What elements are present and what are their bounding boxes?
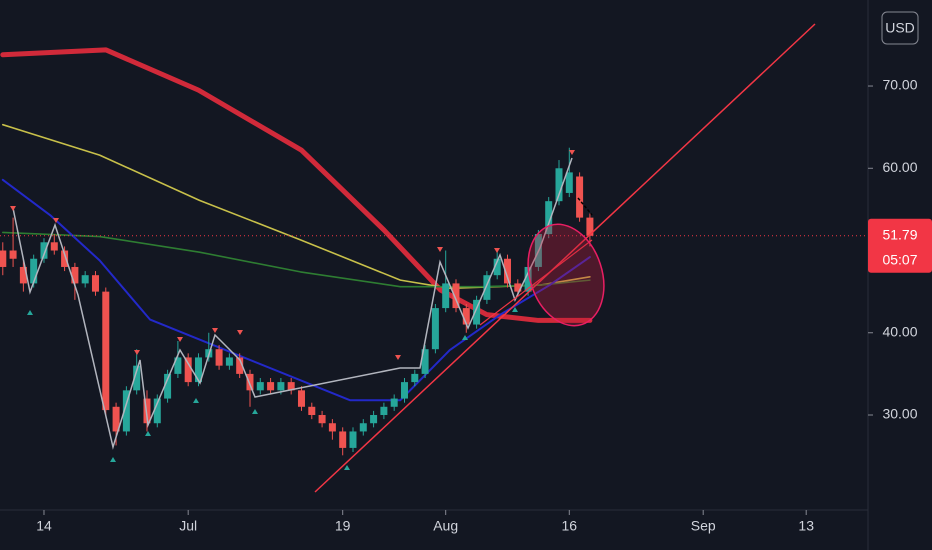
candle-body <box>431 308 439 350</box>
y-tick-label: 40.00 <box>882 323 917 339</box>
candle-body <box>421 349 429 374</box>
candle-body <box>287 382 295 391</box>
y-tick-label: 30.00 <box>882 406 917 422</box>
candle-body <box>153 398 161 424</box>
last-price: 51.79 <box>882 226 917 242</box>
candle-body <box>30 258 38 284</box>
x-tick-label: 16 <box>562 518 578 534</box>
candle-body <box>503 258 511 284</box>
candle-body <box>483 275 491 300</box>
candle-body <box>380 406 388 416</box>
candle-body <box>81 275 89 284</box>
candle-body <box>576 176 584 218</box>
x-tick-label: Sep <box>691 518 716 534</box>
candle-body <box>122 390 130 432</box>
candle-body <box>91 275 99 292</box>
candle-body <box>112 406 120 432</box>
x-tick-label: 14 <box>36 518 52 534</box>
candle-body <box>174 357 182 374</box>
candle-body <box>359 423 367 432</box>
candle-body <box>524 266 532 292</box>
candle-body <box>61 250 69 267</box>
candle-body <box>328 423 336 432</box>
candle-body <box>133 365 141 391</box>
candle-body <box>297 390 305 407</box>
candle-body <box>236 357 244 374</box>
currency[interactable]: USD <box>885 20 915 36</box>
candle-body <box>545 201 553 235</box>
y-tick-label: 70.00 <box>882 77 917 93</box>
dashed-line <box>577 197 593 216</box>
candle-body <box>9 250 17 259</box>
price-scale: 30.0040.0060.0070.0014Jul19Aug16Sep1353.… <box>36 77 932 534</box>
candle-body <box>19 266 27 284</box>
candle-body <box>164 373 172 399</box>
countdown: 05:07 <box>882 251 917 267</box>
candle-body <box>184 357 192 383</box>
candle-body <box>452 283 460 309</box>
candle-body <box>370 415 378 424</box>
highlight-ellipse <box>527 223 605 327</box>
trend-line <box>479 239 593 326</box>
candle-body <box>514 283 522 292</box>
moving-average <box>1 178 591 402</box>
trend-line <box>314 23 816 493</box>
candle-body <box>400 382 408 399</box>
candle-body <box>246 373 254 391</box>
x-tick-label: 13 <box>798 518 814 534</box>
candle-body <box>339 431 347 448</box>
candle-body <box>493 258 501 276</box>
x-tick-label: Aug <box>433 518 458 534</box>
candle-body <box>442 283 450 309</box>
zigzag <box>12 157 573 450</box>
candle-body <box>349 431 357 448</box>
candle-body <box>102 291 110 411</box>
candle-body <box>256 382 264 391</box>
currency-button[interactable] <box>881 11 919 45</box>
plot-area <box>0 47 868 456</box>
candle-body <box>586 217 594 236</box>
candle-body <box>40 242 48 259</box>
candle-body <box>462 308 470 325</box>
candle-body <box>308 406 316 416</box>
candle-body <box>71 266 79 284</box>
candle-body <box>565 172 573 193</box>
candle-body <box>318 415 326 424</box>
candle-body <box>225 357 233 366</box>
candle-body <box>390 398 398 407</box>
candle-body <box>473 299 481 325</box>
x-tick-label: Jul <box>179 518 197 534</box>
candle-body <box>555 168 563 202</box>
x-tick-label: 19 <box>335 518 351 534</box>
drawings <box>10 23 816 493</box>
candle-body <box>267 382 275 391</box>
candle-body <box>277 382 285 391</box>
candle-body <box>194 357 202 383</box>
candle-body <box>411 373 419 383</box>
candle-body <box>50 242 58 251</box>
last-price-box <box>868 218 932 273</box>
moving-average <box>0 47 593 323</box>
y-tick-label: 60.00 <box>882 159 917 175</box>
candle-body <box>0 250 7 267</box>
candle-body <box>215 349 223 366</box>
